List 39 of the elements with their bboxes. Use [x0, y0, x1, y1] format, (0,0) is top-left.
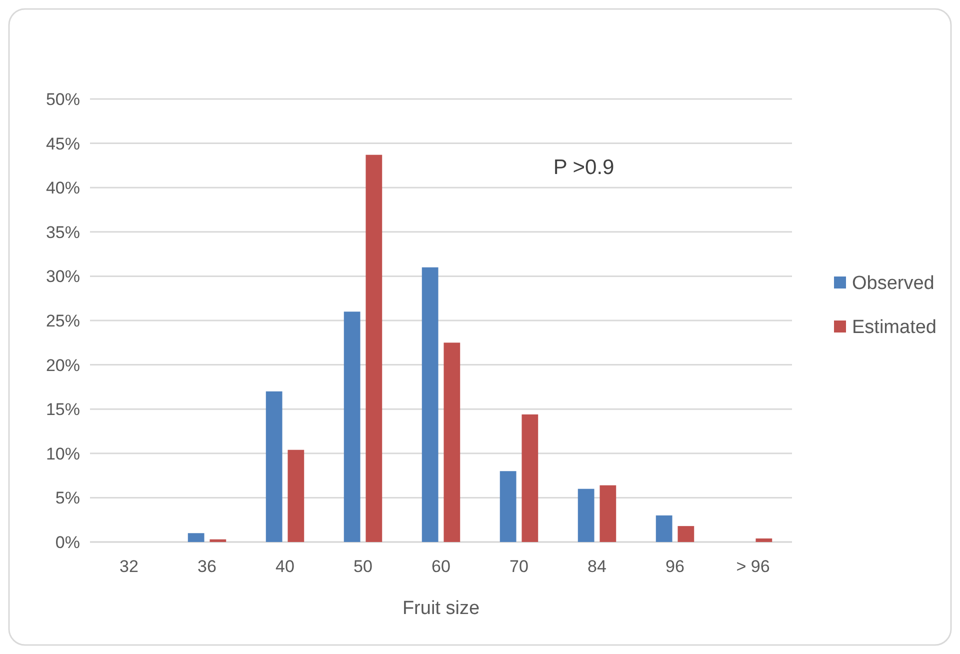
annotation: P >0.9 — [553, 156, 614, 179]
x-tick-label: 36 — [198, 557, 216, 576]
bar — [578, 488, 594, 542]
x-tick-label: 96 — [666, 557, 684, 576]
y-tick-label: 10% — [46, 444, 80, 464]
y-tick-label: 0% — [55, 532, 80, 552]
x-tick-label: 70 — [510, 557, 528, 576]
bar — [344, 312, 360, 542]
bar — [266, 391, 282, 542]
bar — [210, 539, 226, 542]
y-tick-label: 50% — [46, 90, 80, 109]
x-tick-label: 40 — [276, 557, 294, 576]
bar — [600, 485, 616, 542]
y-tick-label: 15% — [46, 400, 80, 420]
x-tick-label: > 96 — [736, 557, 770, 576]
bar — [500, 471, 516, 542]
bar — [678, 526, 694, 542]
y-tick-label: 45% — [46, 134, 80, 154]
legend-label: Observed — [852, 273, 934, 294]
x-axis-title: Fruit size — [402, 598, 480, 619]
bar — [366, 154, 382, 542]
bar — [422, 267, 438, 542]
x-tick-label: 60 — [432, 557, 450, 576]
y-tick-label: 35% — [46, 222, 80, 242]
bar — [444, 342, 460, 542]
bar — [188, 533, 204, 542]
y-tick-label: 40% — [46, 178, 80, 198]
legend-label: Estimated — [852, 317, 936, 338]
bar — [656, 515, 672, 542]
x-tick-label: 32 — [120, 557, 138, 576]
y-tick-label: 30% — [46, 267, 80, 286]
bar — [288, 450, 304, 542]
x-tick-label: 50 — [354, 557, 372, 576]
bar — [756, 538, 772, 542]
x-tick-label: 84 — [588, 557, 606, 576]
bar — [522, 414, 538, 542]
y-tick-label: 5% — [55, 488, 80, 508]
y-tick-label: 25% — [46, 311, 80, 330]
y-tick-label: 20% — [46, 356, 80, 375]
